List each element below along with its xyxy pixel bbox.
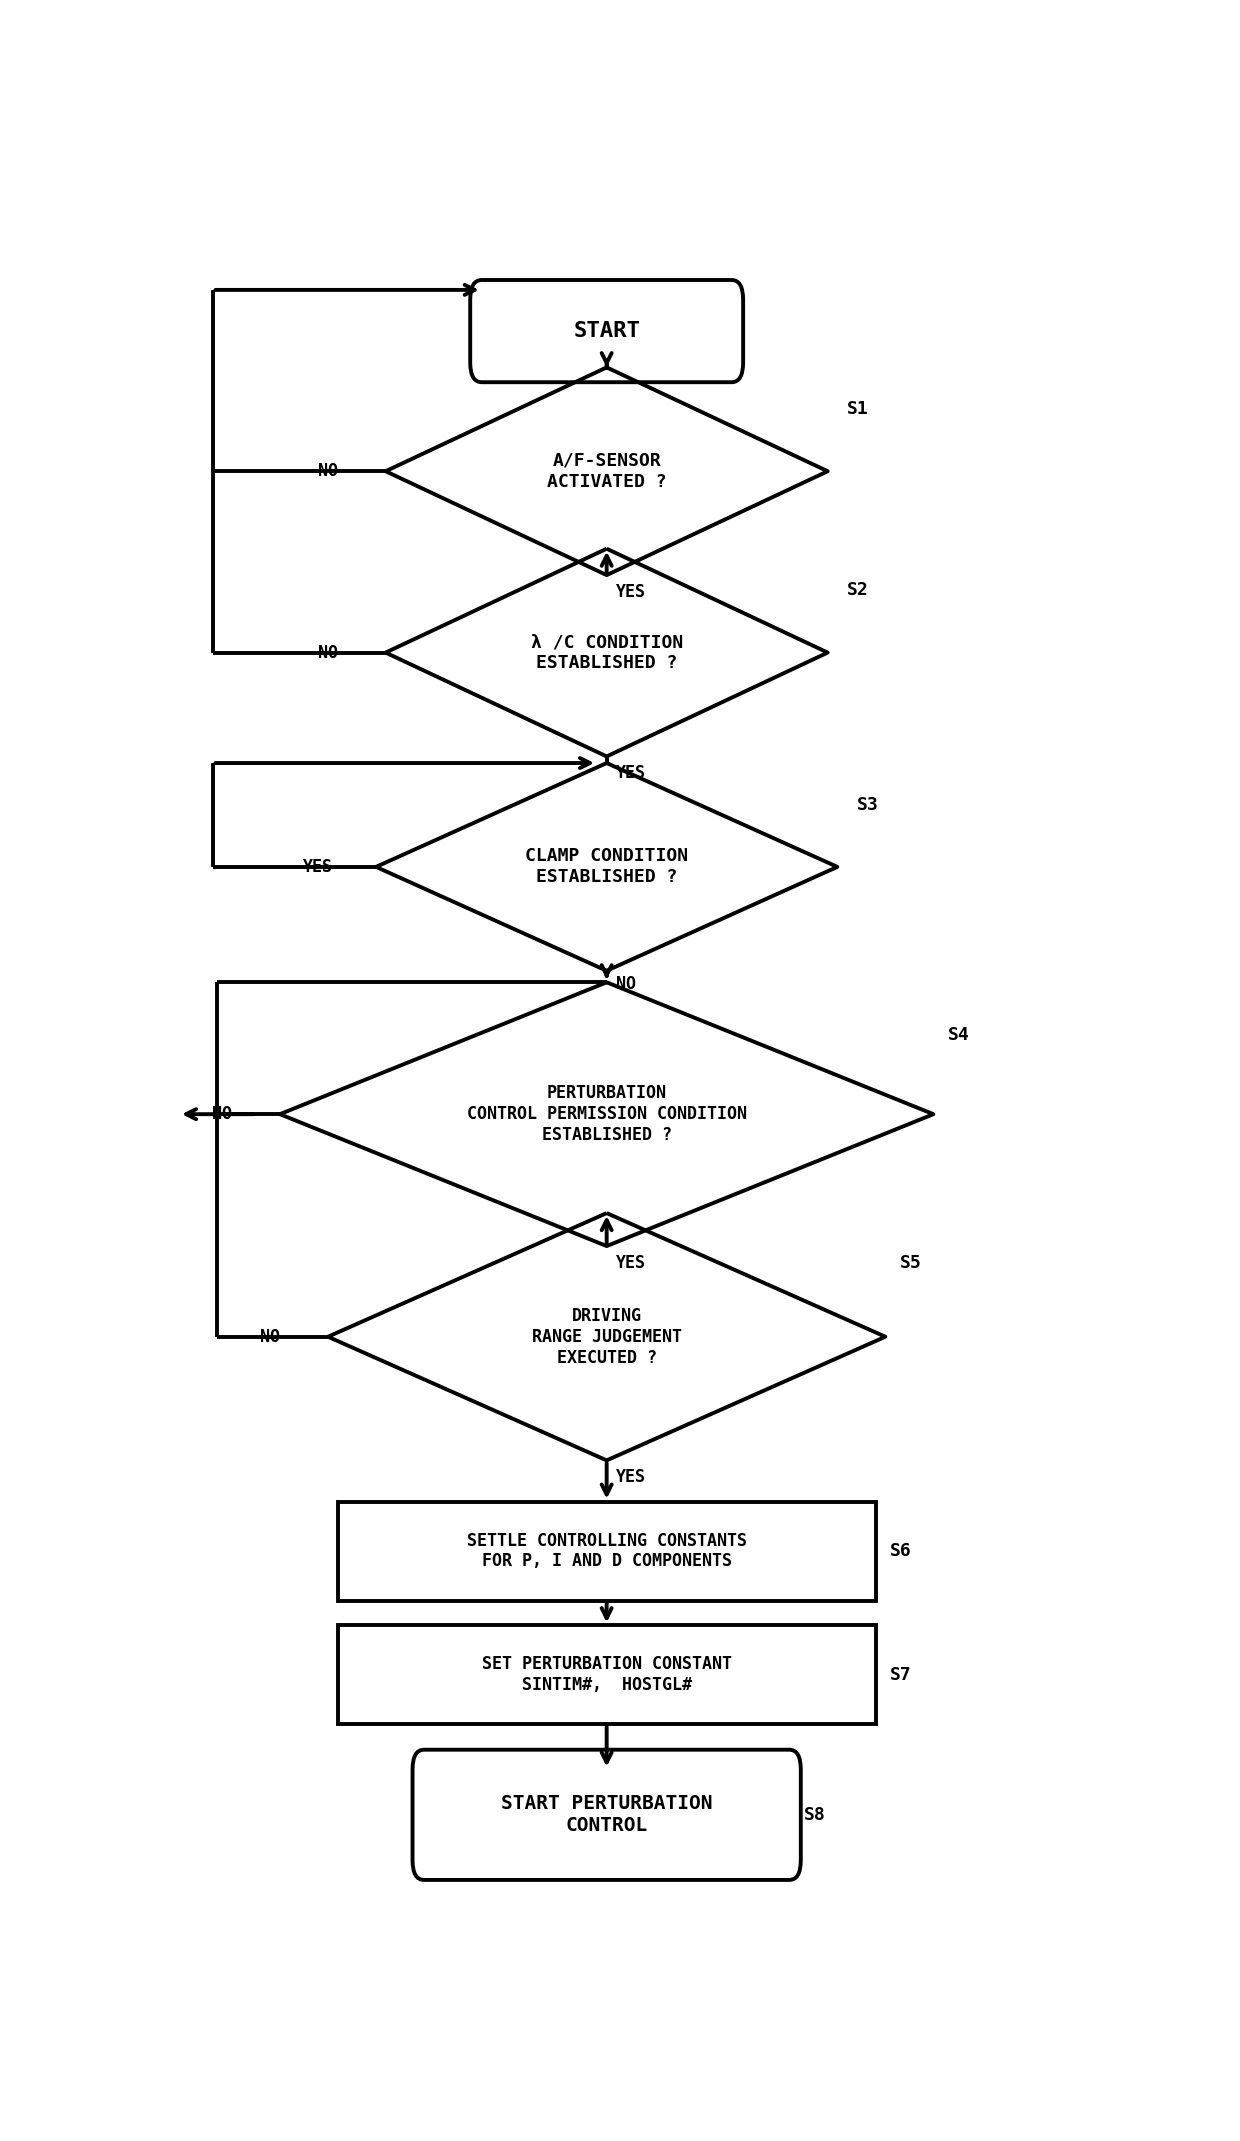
Text: NO: NO xyxy=(260,1327,280,1347)
Text: NO: NO xyxy=(212,1105,232,1124)
Text: YES: YES xyxy=(616,1252,646,1272)
Text: SETTLE CONTROLLING CONSTANTS
FOR P, I AND D COMPONENTS: SETTLE CONTROLLING CONSTANTS FOR P, I AN… xyxy=(466,1531,746,1571)
Text: S5: S5 xyxy=(900,1252,921,1272)
Text: CLAMP CONDITION
ESTABLISHED ?: CLAMP CONDITION ESTABLISHED ? xyxy=(525,848,688,886)
Text: PERTURBATION
CONTROL PERMISSION CONDITION
ESTABLISHED ?: PERTURBATION CONTROL PERMISSION CONDITIO… xyxy=(466,1083,746,1143)
Text: A/F-SENSOR
ACTIVATED ?: A/F-SENSOR ACTIVATED ? xyxy=(547,452,666,490)
Text: YES: YES xyxy=(616,764,646,781)
Text: S1: S1 xyxy=(847,400,869,417)
Text: DRIVING
RANGE JUDGEMENT
EXECUTED ?: DRIVING RANGE JUDGEMENT EXECUTED ? xyxy=(532,1306,682,1366)
Text: S3: S3 xyxy=(857,796,878,814)
Text: SET PERTURBATION CONSTANT
SINTIM#,  HOSTGL#: SET PERTURBATION CONSTANT SINTIM#, HOSTG… xyxy=(481,1655,732,1694)
Text: YES: YES xyxy=(616,1469,646,1486)
FancyBboxPatch shape xyxy=(413,1749,801,1880)
Text: S4: S4 xyxy=(947,1026,970,1045)
FancyBboxPatch shape xyxy=(470,280,743,383)
Text: NO: NO xyxy=(317,644,339,662)
Text: S2: S2 xyxy=(847,580,869,599)
Text: NO: NO xyxy=(317,462,339,480)
Text: S8: S8 xyxy=(804,1805,826,1824)
Text: YES: YES xyxy=(304,859,334,876)
Text: START: START xyxy=(573,321,640,340)
Text: START PERTURBATION
CONTROL: START PERTURBATION CONTROL xyxy=(501,1794,713,1835)
Bar xyxy=(337,1501,875,1601)
Text: YES: YES xyxy=(616,582,646,602)
Bar xyxy=(337,1625,875,1724)
Text: S7: S7 xyxy=(890,1666,911,1683)
Text: S6: S6 xyxy=(890,1542,911,1561)
Text: λ /C CONDITION
ESTABLISHED ?: λ /C CONDITION ESTABLISHED ? xyxy=(531,634,683,672)
Text: NO: NO xyxy=(616,974,636,993)
